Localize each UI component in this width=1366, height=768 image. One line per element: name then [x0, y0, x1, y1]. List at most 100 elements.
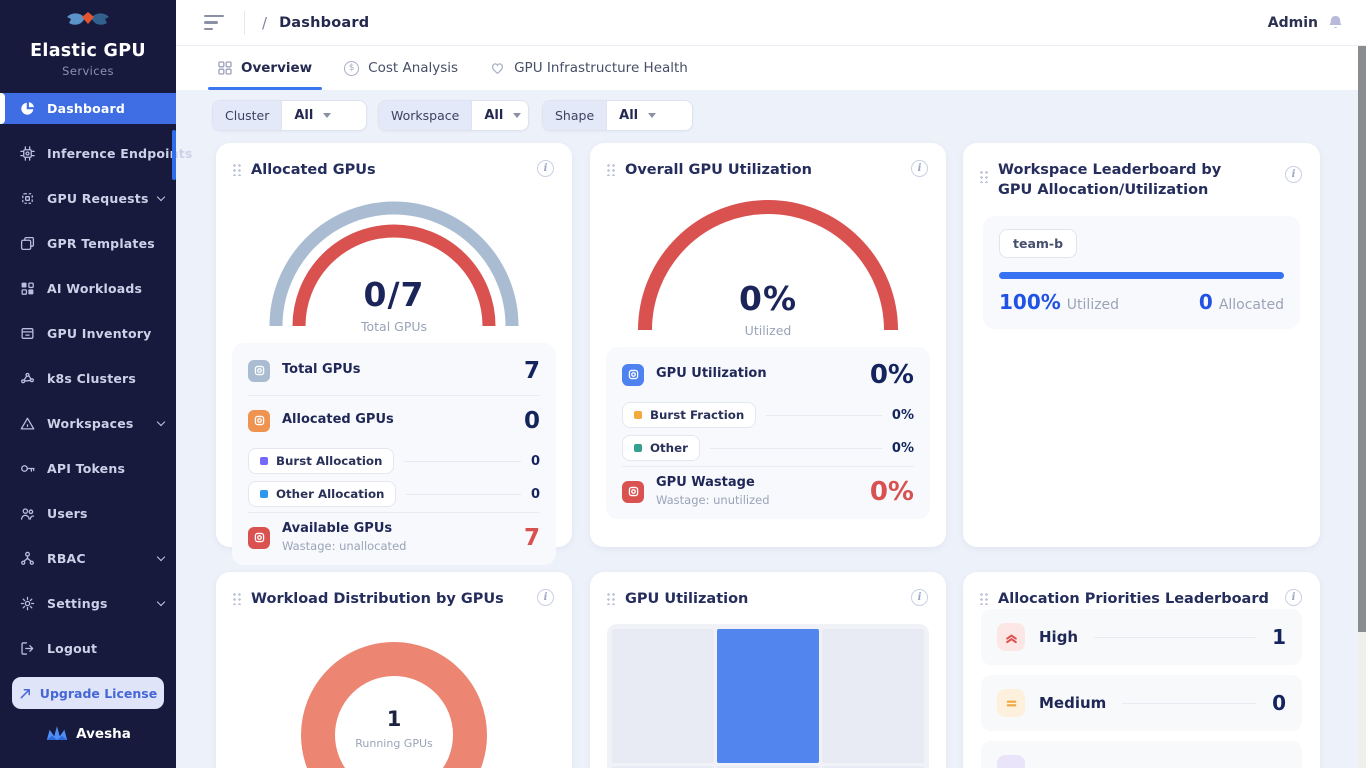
tab-overview[interactable]: Overview: [202, 46, 328, 90]
cluster-filter: Cluster All: [212, 100, 367, 131]
treemap-cell: [612, 629, 714, 763]
users-icon: [20, 506, 35, 521]
sidebar-item-gpu-requests[interactable]: GPU Requests: [0, 183, 176, 214]
cluster-filter-select[interactable]: All: [282, 101, 343, 130]
breadcrumb-separator: /: [262, 14, 267, 32]
treemap-cell: [822, 629, 924, 763]
sidebar-item-users[interactable]: Users: [0, 498, 176, 529]
breadcrumb[interactable]: Dashboard: [279, 15, 369, 31]
elastic-gpu-logo-icon: [64, 9, 112, 36]
sidebar-item-settings[interactable]: Settings: [0, 588, 176, 619]
user-name[interactable]: Admin: [1268, 15, 1318, 31]
key-icon: [20, 461, 35, 476]
grid-icon: [218, 61, 232, 75]
brand-subtitle: Services: [0, 64, 176, 78]
sidebar-nav: Dashboard Inference Endpoints GPU Reques…: [0, 93, 176, 678]
drag-handle-icon[interactable]: [606, 163, 615, 176]
sidebar-item-inference-endpoints[interactable]: Inference Endpoints: [0, 138, 176, 169]
sidebar-item-workspaces[interactable]: Workspaces: [0, 408, 176, 439]
main-scrollbar-track[interactable]: [1358, 46, 1366, 768]
priority-high-icon: [997, 623, 1025, 651]
stat-subtitle: Wastage: unutilized: [656, 493, 770, 508]
priority-row-low: [981, 741, 1302, 768]
inventory-box-icon: [20, 326, 35, 341]
info-icon[interactable]: [911, 160, 928, 177]
sidebar-scrollbar-thumb[interactable]: [172, 130, 176, 180]
sidebar-item-k8s-clusters[interactable]: k8s Clusters: [0, 363, 176, 394]
legend-square-blue: [260, 490, 268, 498]
allocated-stats-panel: Total GPUs 7 Allocated GPUs 0 Burst Allo…: [232, 343, 556, 565]
stat-row-total-gpus: Total GPUs 7: [248, 348, 540, 393]
card-title: Allocated GPUs: [251, 160, 376, 180]
stat-value: 0%: [870, 360, 914, 390]
sidebar-item-rbac[interactable]: RBAC: [0, 543, 176, 574]
gpu-chip-icon: [622, 364, 644, 386]
shape-filter-label: Shape: [543, 101, 607, 130]
hierarchy-icon: [20, 551, 35, 566]
sidebar-item-gpu-inventory[interactable]: GPU Inventory: [0, 318, 176, 349]
stat-subtitle: Wastage: unallocated: [282, 539, 406, 554]
info-icon[interactable]: [911, 589, 928, 606]
drag-handle-icon[interactable]: [232, 163, 241, 176]
utilized-stat: 100%Utilized: [999, 290, 1119, 314]
menu-toggle-icon[interactable]: [202, 11, 226, 35]
tab-gpu-infrastructure-health[interactable]: GPU Infrastructure Health: [474, 46, 704, 90]
logout-icon: [20, 641, 35, 656]
leader-line: [766, 415, 882, 416]
priority-value: 1: [1272, 625, 1286, 649]
allocation-priorities-card: Allocation Priorities Leaderboard High 1…: [963, 572, 1320, 768]
drag-handle-icon[interactable]: [979, 170, 988, 183]
caret-down-icon: [513, 113, 521, 118]
donut-label: Running GPUs: [294, 737, 494, 750]
leader-line: [406, 494, 521, 495]
sidebar-item-dashboard[interactable]: Dashboard: [0, 93, 176, 124]
gpu-chip-icon: [248, 527, 270, 549]
workspace-filter-select[interactable]: All: [472, 101, 529, 130]
stat-value: 0%: [892, 441, 914, 456]
gpu-chip-icon: [248, 410, 270, 432]
card-title: Overall GPU Utilization: [625, 160, 812, 180]
stat-value: 7: [524, 358, 540, 384]
stat-value: 0: [524, 408, 540, 434]
legend-square-purple: [260, 457, 268, 465]
info-icon[interactable]: [537, 589, 554, 606]
copy-icon: [20, 236, 35, 251]
bell-icon[interactable]: [1327, 14, 1344, 31]
brand: Elastic GPU Services: [0, 0, 176, 78]
info-icon[interactable]: [537, 160, 554, 177]
page: Elastic GPU Services Dashboard Inference…: [0, 0, 1366, 768]
stat-value: 0%: [892, 408, 914, 423]
card-title: Workload Distribution by GPUs: [251, 589, 504, 609]
card-title: GPU Utilization: [625, 589, 748, 609]
info-icon[interactable]: [1285, 166, 1302, 183]
shape-filter-select[interactable]: All: [607, 101, 668, 130]
sidebar-item-gpr-templates[interactable]: GPR Templates: [0, 228, 176, 259]
heart-health-icon: [490, 61, 505, 75]
legend-square-teal: [634, 444, 642, 452]
tab-cost-analysis[interactable]: Cost Analysis: [328, 46, 474, 90]
workspaces-triangle-icon: [20, 416, 35, 431]
dollar-circle-icon: [344, 61, 359, 76]
sidebar-item-logout[interactable]: Logout: [0, 633, 176, 664]
gauge-label: Total GPUs: [266, 319, 522, 334]
drag-handle-icon[interactable]: [979, 592, 988, 605]
info-icon[interactable]: [1285, 589, 1302, 606]
allocated-gpus-card: Allocated GPUs 0/7 Total GPUs Total GPUs…: [216, 143, 572, 547]
main-scrollbar-thumb[interactable]: [1358, 46, 1366, 632]
blocks-icon: [20, 281, 35, 296]
chevron-down-icon: [157, 553, 165, 561]
brand-title: Elastic GPU: [0, 41, 176, 61]
upgrade-license-button[interactable]: Upgrade License: [12, 677, 164, 709]
utilization-stats-panel: GPU Utilization 0% Burst Fraction 0% Oth…: [606, 347, 930, 519]
sidebar-item-ai-workloads[interactable]: AI Workloads: [0, 273, 176, 304]
allocated-gpus-gauge: 0/7 Total GPUs: [266, 198, 522, 330]
workspace-filter-label: Workspace: [379, 101, 472, 130]
leader-line: [710, 448, 882, 449]
leader-line: [1094, 637, 1256, 638]
sidebar-item-api-tokens[interactable]: API Tokens: [0, 453, 176, 484]
gpu-utilization-card: GPU Utilization: [590, 572, 946, 768]
stat-row-burst-fraction: Burst Fraction 0%: [622, 400, 914, 430]
stat-row-burst-allocation: Burst Allocation 0: [248, 446, 540, 476]
drag-handle-icon[interactable]: [232, 592, 241, 605]
drag-handle-icon[interactable]: [606, 592, 615, 605]
